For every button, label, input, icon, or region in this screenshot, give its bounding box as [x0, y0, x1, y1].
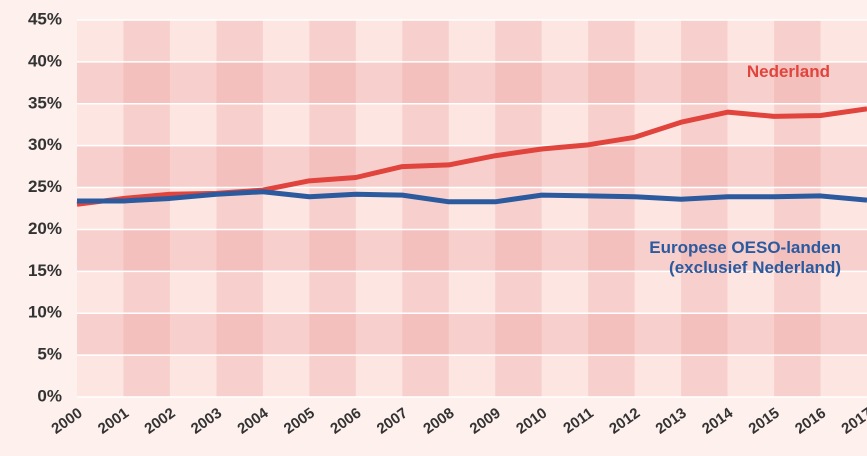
x-tick-label: 2005 [281, 405, 318, 438]
y-tick-label: 5% [37, 345, 62, 364]
series-label: Nederland [746, 62, 830, 81]
column-band [774, 20, 821, 397]
x-tick-label: 2012 [606, 405, 643, 438]
x-tick-label: 2011 [560, 405, 596, 438]
x-tick-label: 2015 [746, 405, 783, 438]
y-tick-label: 40% [28, 51, 62, 70]
column-band [495, 20, 542, 397]
y-tick-label: 0% [37, 386, 62, 405]
column-band [681, 20, 728, 397]
x-tick-label: 2001 [95, 405, 132, 438]
x-tick-label: 2007 [374, 405, 411, 438]
row-band [77, 61, 867, 104]
x-tick-label: 2013 [653, 405, 690, 438]
column-band [216, 20, 263, 397]
x-tick-label: 2010 [513, 405, 550, 438]
y-tick-label: 30% [28, 135, 62, 154]
x-tick-label: 2017 [838, 405, 867, 438]
row-band [77, 145, 867, 188]
plot-background [77, 20, 867, 397]
x-tick-label: 2000 [48, 405, 85, 438]
y-tick-label: 45% [28, 9, 62, 28]
y-tick-label: 25% [28, 177, 62, 196]
x-tick-label: 2008 [420, 405, 457, 438]
series-line [77, 189, 867, 205]
x-tick-label: 2004 [234, 404, 272, 437]
column-band [588, 20, 635, 397]
y-tick-label: 20% [28, 219, 62, 238]
y-tick-label: 10% [28, 303, 62, 322]
row-band [77, 229, 867, 272]
row-band [77, 313, 867, 356]
x-tick-label: 2006 [327, 405, 364, 438]
series-label: Europese OESO-landen (exclusief Nederlan… [649, 238, 841, 277]
x-tick-label: 2014 [699, 404, 737, 437]
column-band [309, 20, 356, 397]
y-tick-label: 35% [28, 93, 62, 112]
column-band [402, 20, 449, 397]
x-tick-label: 2009 [467, 405, 504, 438]
column-band [123, 20, 170, 397]
x-tick-label: 2002 [141, 405, 178, 438]
y-tick-label: 15% [28, 261, 62, 280]
x-tick-label: 2016 [792, 405, 829, 438]
x-tick-label: 2003 [188, 405, 225, 438]
